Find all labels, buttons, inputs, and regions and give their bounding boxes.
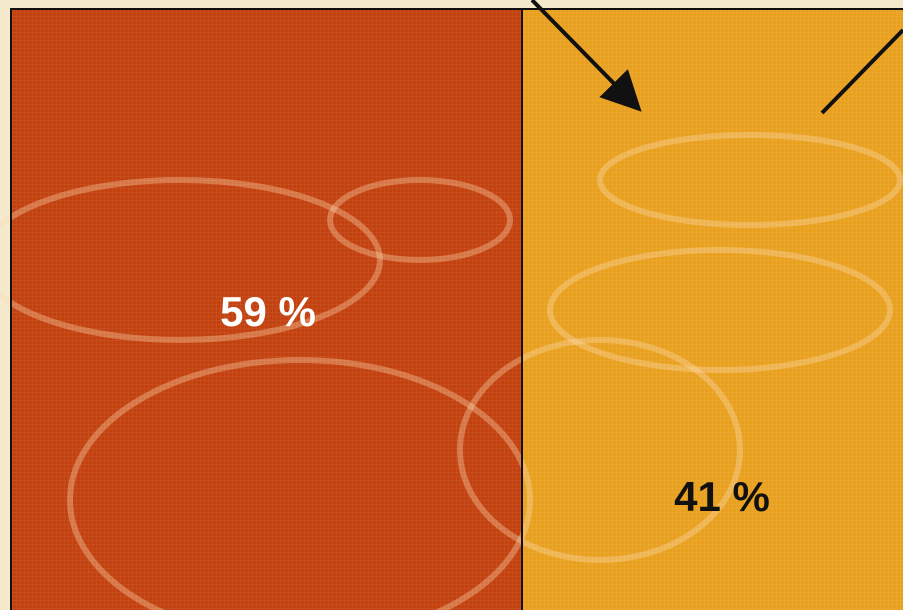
frame (10, 8, 903, 610)
percent-label: 59 % (220, 288, 316, 335)
arrow (820, 28, 903, 115)
texture (11, 9, 903, 610)
arrow (530, 0, 642, 112)
percent-label: 41 % (674, 473, 770, 520)
